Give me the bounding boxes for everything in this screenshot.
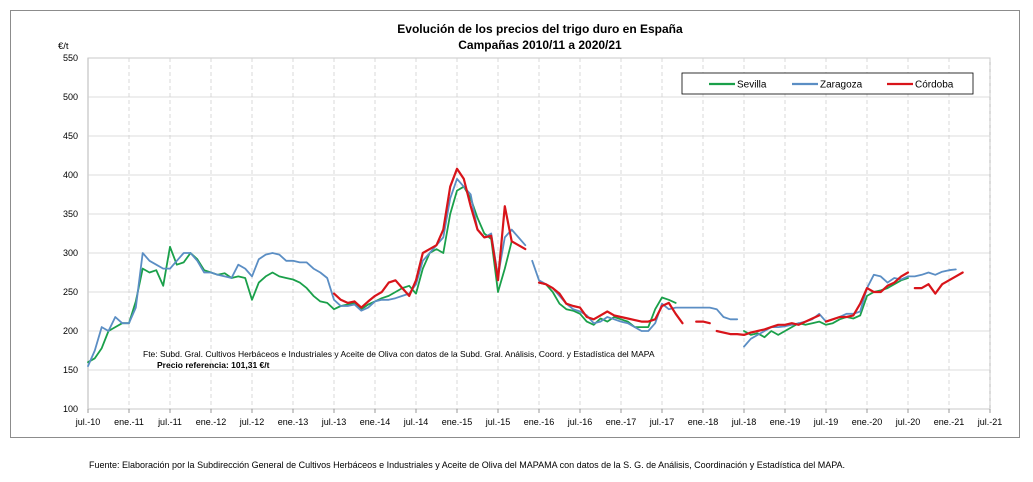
legend: Sevilla Zaragoza Córdoba <box>681 72 974 95</box>
x-tick-label: ene.-12 <box>196 417 227 427</box>
x-tick-label: jul.-13 <box>321 417 347 427</box>
chart-subtitle: Campañas 2010/11 a 2020/21 <box>458 38 622 52</box>
x-tick-label: jul.-11 <box>157 417 182 427</box>
x-tick-label: jul.-20 <box>895 417 921 427</box>
x-tick-label: jul.-10 <box>75 417 101 427</box>
y-tick-label: 450 <box>63 131 78 141</box>
x-tick-label: jul.-14 <box>403 417 429 427</box>
y-axis-unit-label: €/t <box>58 41 69 52</box>
x-tick-label: ene.-13 <box>278 417 309 427</box>
x-tick-label: jul.-15 <box>485 417 511 427</box>
chart-frame <box>10 10 1020 438</box>
series-line-c-rdoba <box>332 167 527 309</box>
x-tick-label: jul.-21 <box>977 417 1003 427</box>
series-line-c-rdoba <box>537 281 684 325</box>
legend-box <box>681 72 974 95</box>
x-tick-label: ene.-21 <box>934 417 965 427</box>
series-line-c-rdoba <box>695 320 711 325</box>
x-tick-label: jul.-16 <box>567 417 593 427</box>
y-tick-label: 550 <box>63 53 78 63</box>
x-tick-label: jul.-17 <box>649 417 675 427</box>
axes-layer: 100 150 200 250 300 350 400 450 500 550 jul.-10 ene… <box>63 53 1002 427</box>
series-line-sevilla <box>743 277 909 339</box>
series-line-zaragoza <box>87 178 527 367</box>
series-line-c-rdoba <box>824 271 910 323</box>
x-tick-label: ene.-19 <box>770 417 801 427</box>
x-tick-label: ene.-20 <box>852 417 883 427</box>
series-line-c-rdoba <box>913 271 964 295</box>
figure-source-note: Fuente: Elaboración por la Subdirección … <box>89 460 846 470</box>
x-tick-label: ene.-16 <box>524 417 555 427</box>
y-tick-label: 150 <box>63 365 78 375</box>
x-tick-label: ene.-15 <box>442 417 473 427</box>
series-layer <box>87 167 964 367</box>
series-line-c-rdoba <box>715 314 821 336</box>
x-tick-label: jul.-12 <box>239 417 265 427</box>
y-tick-label: 400 <box>63 170 78 180</box>
x-tick-label: ene.-17 <box>606 417 637 427</box>
y-tick-label: 500 <box>63 92 78 102</box>
x-tick-label: jul.-18 <box>731 417 757 427</box>
x-tick-label: ene.-14 <box>360 417 391 427</box>
x-tick-label: ene.-18 <box>688 417 719 427</box>
y-tick-label: 100 <box>63 404 78 414</box>
y-tick-label: 350 <box>63 209 78 219</box>
y-tick-label: 250 <box>63 287 78 297</box>
x-tick-label: jul.-19 <box>813 417 839 427</box>
y-tick-label: 200 <box>63 326 78 336</box>
legend-label-c-rdoba: Córdoba <box>915 80 954 91</box>
y-tick-label: 300 <box>63 248 78 258</box>
x-tick-label: ene.-11 <box>114 417 144 427</box>
series-line-sevilla <box>538 281 677 328</box>
series-line-sevilla <box>87 185 513 364</box>
series-line-zaragoza <box>743 268 957 348</box>
chart-title: Evolución de los precios del trigo duro … <box>397 22 683 36</box>
reference-price-annotation: Precio referencia: 101,31 €/t <box>157 360 270 370</box>
legend-label-zaragoza: Zaragoza <box>820 80 863 91</box>
data-source-annotation: Fte: Subd. Gral. Cultivos Herbáceos e In… <box>143 349 655 359</box>
legend-label-sevilla: Sevilla <box>737 80 767 91</box>
grid-layer <box>87 57 991 410</box>
